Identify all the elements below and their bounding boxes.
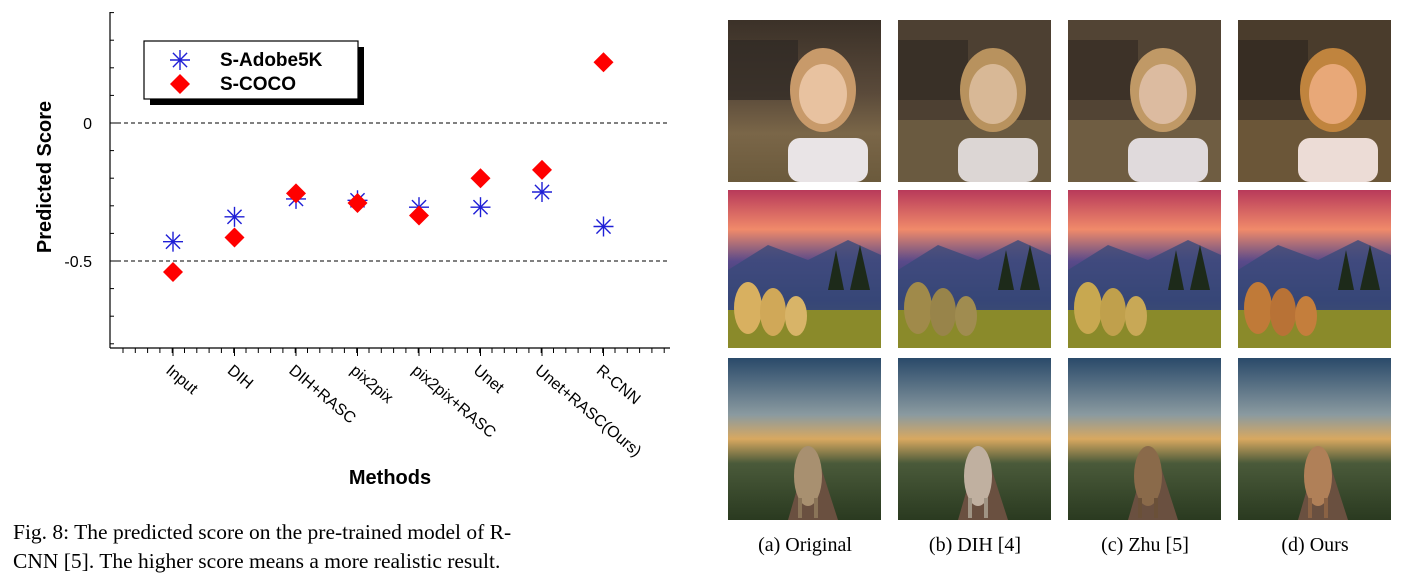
- point-diamond: [470, 168, 491, 189]
- photo-horse-dih: [898, 358, 1051, 520]
- x-tick-label: pix2pix: [347, 362, 396, 407]
- figure-caption-line-1: Fig. 8: The predicted score on the pre-t…: [13, 520, 512, 544]
- photo-girl-original: [728, 20, 881, 182]
- x-tick-label: DIH: [224, 362, 256, 393]
- caption-dih: (b) DIH [4]: [928, 534, 1022, 556]
- legend: S-Adobe5K S-COCO: [143, 40, 364, 105]
- point-asterisk: [532, 182, 552, 202]
- x-tick-label: Unet: [470, 362, 507, 397]
- x-ticks: [122, 348, 665, 356]
- photo-dogs-ours: [1238, 190, 1391, 348]
- y-axis-label: Predicted Score: [34, 101, 56, 253]
- y-ticks: 0 -0.5: [64, 12, 117, 345]
- y-tick-label: -0.5: [64, 254, 92, 271]
- x-tick-label: Input: [162, 362, 201, 398]
- figure-caption-line-2: CNN [5]. The higher score means a more r…: [13, 549, 501, 573]
- x-tick-label: R-CNN: [593, 362, 643, 408]
- point-diamond: [224, 227, 245, 248]
- x-tick-label: Unet+RASC(Ours): [531, 362, 644, 460]
- photo-horse-original: [728, 358, 881, 520]
- point-asterisk: [163, 231, 183, 252]
- data-points: [163, 52, 614, 283]
- legend-marker-s-coco: [170, 74, 190, 94]
- photo-girl-ours: [1238, 20, 1391, 182]
- point-asterisk: [593, 216, 614, 237]
- photo-dogs-original: [728, 190, 881, 348]
- point-diamond: [593, 52, 614, 73]
- point-diamond: [163, 262, 183, 283]
- point-asterisk: [470, 197, 491, 218]
- caption-ours: (d) Ours: [1281, 534, 1349, 556]
- y-tick-label: 0: [83, 116, 92, 133]
- caption-zhu: (c) Zhu [5]: [1101, 534, 1189, 556]
- x-axis-label: Methods: [349, 467, 431, 489]
- legend-diamond: [170, 74, 190, 94]
- caption-original: (a) Original: [758, 534, 852, 556]
- point-diamond: [409, 205, 429, 226]
- photo-girl-zhu: [1068, 20, 1221, 182]
- legend-label-s-coco: S-COCO: [220, 74, 296, 95]
- point-diamond: [347, 193, 368, 214]
- legend-marker-s-adobe5k: [170, 50, 190, 70]
- x-tick-label: DIH+RASC: [285, 362, 358, 427]
- point-asterisk: [224, 206, 245, 227]
- photo-dogs-zhu: [1068, 190, 1221, 348]
- photo-horse-ours: [1238, 358, 1391, 520]
- photo-girl-dih: [898, 20, 1051, 182]
- legend-label-s-adobe5k: S-Adobe5K: [220, 50, 323, 71]
- legend-asterisk: [170, 50, 190, 70]
- photo-dogs-dih: [898, 190, 1051, 348]
- figure-caption: Fig. 8: The predicted score on the pre-t…: [13, 518, 693, 576]
- point-diamond: [532, 159, 552, 180]
- photo-horse-zhu: [1068, 358, 1221, 520]
- reference-lines: [110, 122, 670, 262]
- point-diamond: [286, 183, 306, 204]
